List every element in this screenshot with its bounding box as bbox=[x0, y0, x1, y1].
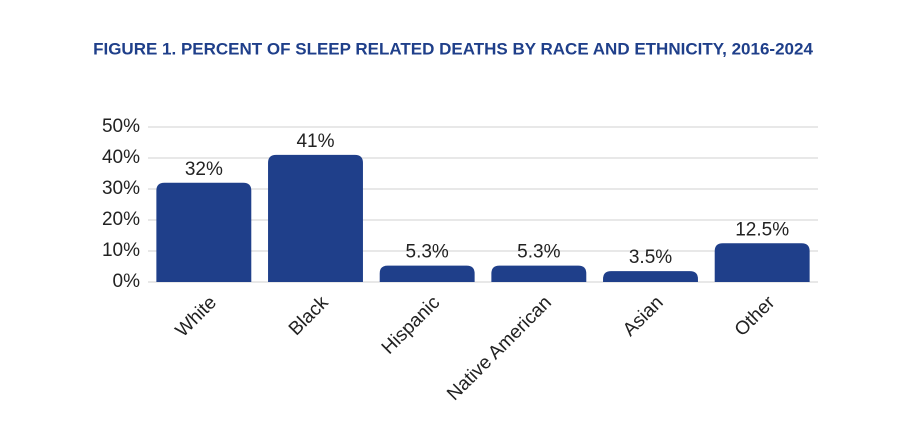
y-tick-label: 30% bbox=[102, 178, 140, 199]
value-label: 41% bbox=[296, 131, 334, 152]
x-tick-label: Native American bbox=[443, 292, 556, 405]
bar bbox=[491, 265, 587, 282]
y-tick-label: 0% bbox=[113, 271, 141, 292]
value-label: 3.5% bbox=[629, 247, 672, 268]
bar bbox=[268, 154, 363, 282]
y-tick-label: 10% bbox=[102, 240, 140, 261]
y-tick-label: 40% bbox=[102, 147, 140, 168]
value-label: 32% bbox=[185, 159, 223, 180]
value-label: 12.5% bbox=[735, 219, 789, 240]
bar bbox=[379, 265, 475, 282]
value-label: 5.3% bbox=[517, 242, 560, 263]
x-tick-label: Black bbox=[285, 292, 333, 340]
x-tick-label: Other bbox=[731, 292, 780, 341]
value-label: 5.3% bbox=[406, 242, 449, 263]
bar bbox=[156, 182, 252, 282]
x-tick-label: Hispanic bbox=[378, 292, 444, 358]
y-tick-label: 20% bbox=[102, 209, 140, 230]
bar bbox=[603, 271, 698, 282]
y-tick-label: 50% bbox=[102, 116, 140, 137]
bar bbox=[714, 243, 810, 282]
x-tick-label: White bbox=[172, 292, 221, 341]
chart-title: FIGURE 1. PERCENT OF SLEEP RELATED DEATH… bbox=[93, 39, 813, 58]
x-tick-label: Asian bbox=[619, 292, 667, 340]
